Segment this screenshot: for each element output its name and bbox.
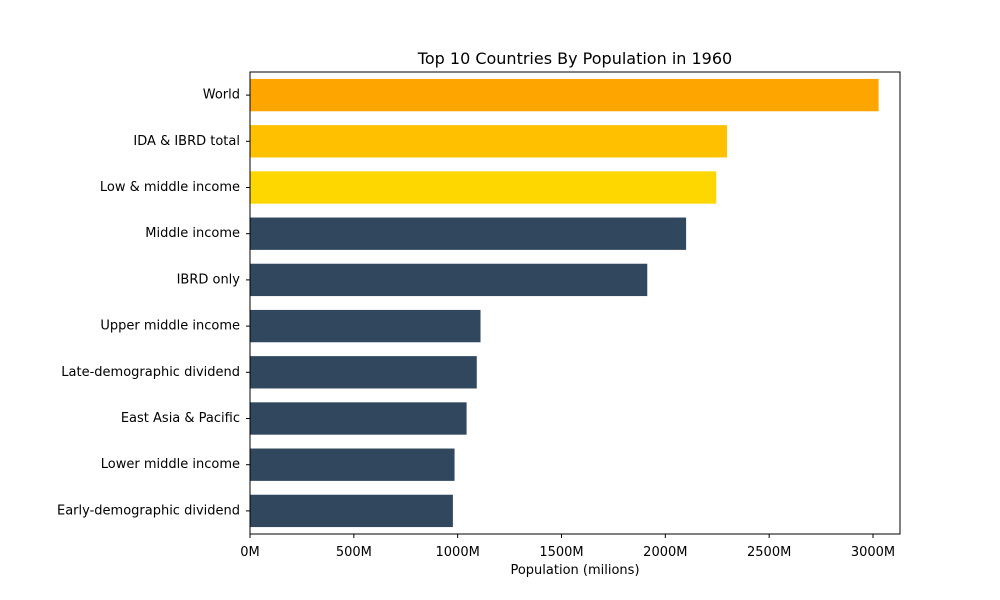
y-tick-label: IBRD only bbox=[177, 272, 241, 287]
bar-0 bbox=[250, 78, 879, 112]
bar-8 bbox=[250, 448, 455, 481]
x-axis-ticks: 0M 500M 1000M 1500M 2000M 2500M 3000M bbox=[240, 534, 895, 560]
y-tick-label: Lower middle income bbox=[101, 457, 240, 472]
y-tick-label: Early-demographic dividend bbox=[57, 503, 240, 518]
y-tick-label: IDA & IBRD total bbox=[133, 134, 240, 149]
bar-2 bbox=[250, 171, 717, 204]
x-tick-label: 500M bbox=[336, 545, 372, 560]
plot-frame bbox=[249, 71, 901, 535]
y-tick-label: World bbox=[203, 88, 240, 103]
x-tick-label: 0M bbox=[240, 545, 260, 560]
chart-title: Top 10 Countries By Population in 1960 bbox=[417, 49, 732, 68]
x-tick-label: 1000M bbox=[436, 545, 480, 560]
y-tick-label: Middle income bbox=[145, 226, 240, 241]
bar-6 bbox=[250, 356, 477, 389]
bar-7 bbox=[250, 402, 467, 435]
y-tick-label: Late-demographic dividend bbox=[61, 365, 240, 380]
x-axis-label: Population (milions) bbox=[510, 563, 639, 578]
x-tick-label: 2500M bbox=[747, 545, 791, 560]
bar-3 bbox=[250, 217, 687, 250]
x-tick-label: 1500M bbox=[539, 545, 583, 560]
bar-5 bbox=[250, 309, 481, 343]
x-tick-label: 2000M bbox=[643, 545, 687, 560]
bars-group bbox=[250, 78, 879, 528]
bar-1 bbox=[250, 125, 728, 158]
y-tick-label: East Asia & Pacific bbox=[121, 411, 240, 426]
x-tick-label: 3000M bbox=[851, 545, 895, 560]
y-axis-ticks: World IDA & IBRD total Low & middle income… bbox=[57, 88, 250, 518]
y-tick-label: Low & middle income bbox=[100, 180, 240, 195]
bar-4 bbox=[250, 263, 648, 297]
bar-9 bbox=[250, 494, 453, 528]
y-tick-label: Upper middle income bbox=[100, 319, 240, 334]
